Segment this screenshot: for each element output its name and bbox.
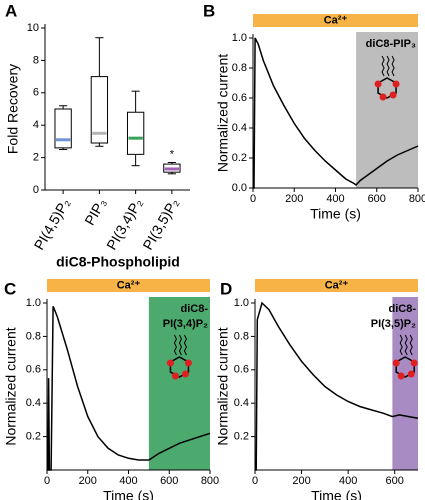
y-tick-label: 0.2: [234, 431, 249, 443]
molecule-phosphate: [171, 372, 179, 380]
molecule-phosphate: [397, 372, 405, 380]
x-tick-label: 600: [368, 193, 386, 205]
highlight-label: diC8-: [389, 303, 417, 315]
x-tick-label: 200: [285, 193, 303, 205]
x-tick-label: 400: [119, 475, 137, 487]
y-tick-label: 0.4: [232, 122, 247, 134]
molecule-phosphate: [374, 80, 382, 88]
box: [126, 111, 145, 155]
box: [54, 108, 72, 149]
molecule-phosphate: [166, 359, 174, 367]
axes: [252, 34, 418, 189]
x-tick-label: PI(4,5)P₂: [31, 195, 73, 252]
stimulus-bar: [255, 279, 418, 292]
y-tick-label: 1.0: [234, 297, 249, 309]
panel-letter: D: [220, 279, 232, 298]
x-axis-label: Time (s): [310, 206, 361, 222]
x-tick-label: 200: [292, 475, 310, 487]
molecule-phosphate: [184, 359, 192, 367]
x-tick-label: PI(3,5)P₂: [139, 195, 181, 252]
molecule-phosphate: [392, 80, 400, 88]
y-tick-label: 0: [33, 184, 39, 196]
y-tick-label: 0.2: [232, 152, 247, 164]
stimulus-label: Ca²⁺: [324, 14, 348, 26]
molecule-phosphate: [407, 370, 415, 378]
highlight-label: diC8-: [181, 303, 209, 315]
y-tick-label: 0.2: [26, 431, 41, 443]
y-tick-label: 2: [33, 152, 39, 164]
molecule-chain: [404, 334, 408, 356]
x-axis-label: diC8-Phospholipid: [56, 254, 180, 270]
stimulus-label: Ca²⁺: [325, 279, 349, 291]
x-tick-label: 400: [326, 193, 344, 205]
y-axis-label: Fold Recovery: [5, 64, 21, 154]
y-tick-label: 0.8: [232, 62, 247, 74]
molecule-phosphate: [392, 359, 400, 367]
current-trace: [253, 37, 419, 189]
molecule-chain: [386, 55, 390, 77]
stimulus-bar: [47, 279, 210, 292]
molecule-phosphate: [410, 359, 418, 367]
x-tick-label: 600: [160, 475, 178, 487]
axes: [254, 299, 418, 471]
x-tick-label: 0: [252, 475, 258, 487]
y-tick-label: 4: [33, 119, 39, 131]
molecule-phosphate: [389, 91, 397, 99]
y-tick-label: 0.6: [234, 364, 249, 376]
molecule-chain: [178, 334, 182, 356]
y-tick-label: 10: [27, 22, 39, 34]
axes: [44, 24, 190, 191]
box: [90, 76, 109, 144]
x-axis-label: Time (s): [311, 488, 362, 500]
y-tick-label: 0.8: [26, 330, 41, 342]
highlight-region: [356, 32, 418, 188]
annotation: *: [170, 148, 175, 160]
x-tick-label: 800: [201, 475, 219, 487]
stimulus-bar: [253, 14, 418, 27]
panel-letter: A: [5, 1, 17, 20]
x-tick-label: 200: [79, 475, 97, 487]
y-tick-label: 0.6: [26, 364, 41, 376]
highlight-region: [392, 297, 418, 470]
molecule-chain: [391, 55, 395, 77]
highlight-label: PI(3,4)P₂: [163, 318, 208, 330]
molecule-chain: [381, 55, 385, 77]
molecule-phosphate: [181, 370, 189, 378]
axes: [46, 299, 210, 471]
x-tick-label: 400: [339, 475, 357, 487]
y-axis-label: Normalized current: [215, 327, 231, 445]
y-tick-label: 1.0: [26, 297, 41, 309]
x-axis-label: Time (s): [103, 488, 154, 500]
y-axis-label: Normalized current: [215, 54, 231, 172]
y-tick-label: 0.6: [232, 92, 247, 104]
molecule-chain: [399, 334, 403, 356]
y-tick-label: 0.4: [26, 397, 41, 409]
highlight-label: diC8-PIP₃: [366, 38, 416, 50]
x-tick-label: 800: [409, 193, 425, 205]
x-tick-label: 0: [44, 475, 50, 487]
x-tick-label: PIP₃: [81, 195, 109, 227]
molecule-phosphate: [379, 93, 387, 101]
y-tick-label: 0.8: [234, 330, 249, 342]
x-tick-label: 600: [386, 475, 404, 487]
molecule-chain: [183, 334, 187, 356]
y-tick-label: 6: [33, 87, 39, 99]
panel-letter: B: [203, 1, 215, 20]
stimulus-label: Ca²⁺: [117, 279, 141, 291]
molecule-chain: [409, 334, 413, 356]
panel-letter: C: [4, 279, 16, 298]
y-axis-label: Normalized current: [3, 327, 19, 445]
y-tick-label: 1.0: [232, 32, 247, 44]
highlight-label: PI(3,5)P₂: [371, 318, 416, 330]
highlight-region: [148, 297, 210, 470]
molecule-chain: [173, 334, 177, 356]
x-tick-label: 0: [250, 193, 256, 205]
y-tick-label: 0.4: [234, 397, 249, 409]
current-trace: [255, 301, 419, 471]
y-tick-label: 0.0: [232, 182, 247, 194]
y-tick-label: 8: [33, 54, 39, 66]
